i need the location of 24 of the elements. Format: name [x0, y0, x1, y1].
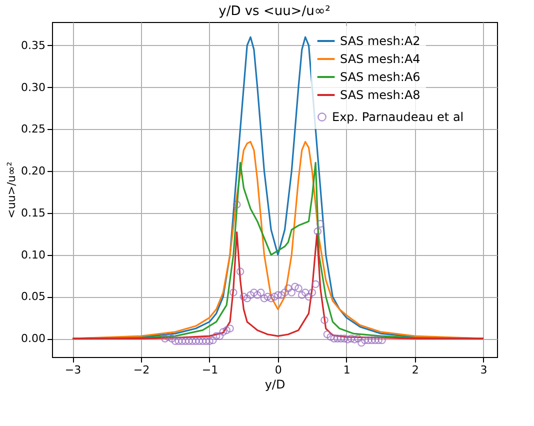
y-axis-title: <uu>/u∞² [5, 162, 18, 218]
x-tick-label: −3 [64, 364, 82, 376]
line-series [72, 231, 484, 340]
y-tick-label: 0.00 [21, 332, 46, 346]
x-tick-label: 3 [480, 364, 488, 376]
x-tick-label: 1 [343, 364, 350, 376]
y-tick-label: 0.20 [21, 164, 46, 178]
legend-label: SAS mesh:A8 [340, 88, 420, 102]
x-tick-label: −2 [133, 364, 150, 376]
x-axis-title: y/D [264, 378, 286, 392]
chart-title: y/D vs <uu>/u∞² [218, 4, 330, 19]
y-tick-label: 0.05 [21, 290, 46, 304]
y-tick-label: 0.30 [21, 80, 46, 94]
legend-label: SAS mesh:A6 [340, 70, 420, 84]
y-tick-label: 0.35 [21, 38, 46, 52]
x-tick-label: 0 [274, 364, 282, 376]
legend-label: Exp. Parnaudeau et al [332, 110, 464, 124]
y-tick-label: 0.10 [21, 248, 46, 262]
x-tick-label: 2 [412, 364, 419, 376]
y-tick-label: 0.25 [21, 122, 46, 136]
legend-label: SAS mesh:A2 [340, 34, 420, 48]
y-tick-label: 0.15 [21, 206, 46, 220]
legend-label: SAS mesh:A4 [340, 52, 420, 66]
x-tick-label: −1 [202, 364, 218, 376]
